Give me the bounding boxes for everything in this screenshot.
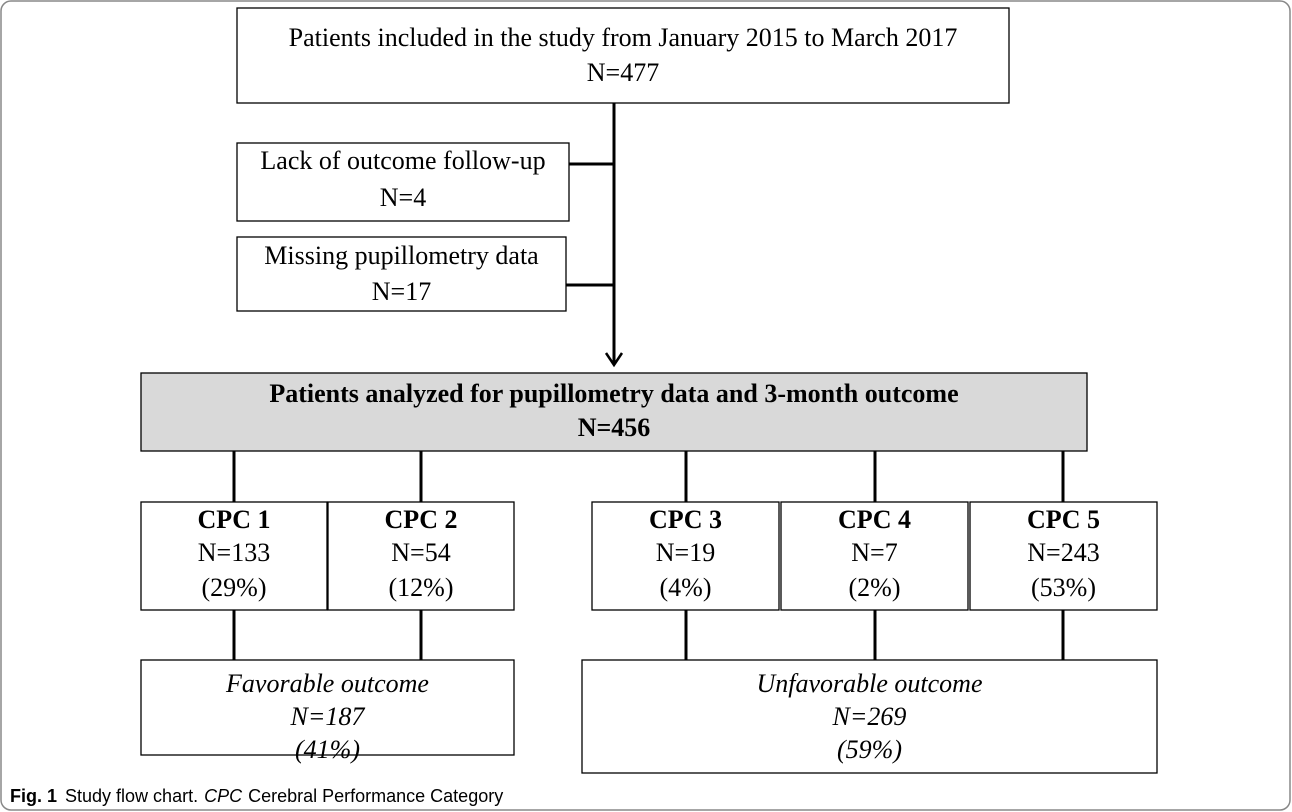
node-text: N=187 — [290, 702, 366, 731]
node-box — [140, 659, 515, 756]
caption-text: Study flow chart. — [65, 786, 198, 806]
node-text: (4%) — [660, 573, 712, 602]
caption: Fig. 1 Study flow chart. CPC Cerebral Perfo… — [10, 786, 503, 806]
node: Missing pupillometry data N=17 — [236, 236, 567, 312]
node: CPC 4 N=7 (2%) — [780, 501, 969, 611]
node-text: N=269 — [832, 702, 907, 731]
node-box — [969, 501, 1158, 611]
node-text: N=19 — [656, 538, 715, 567]
node-box — [140, 501, 328, 611]
node: Patients analyzed for pupillometry data … — [140, 372, 1088, 452]
node-text: N=477 — [587, 58, 659, 87]
node-text: N=54 — [391, 538, 450, 567]
node-text: Patients analyzed for pupillometry data … — [269, 379, 958, 408]
node-text: N=7 — [851, 538, 897, 567]
node: Lack of outcome follow-up N=4 — [236, 142, 570, 222]
node-box — [236, 236, 567, 312]
node-text: (41%) — [295, 735, 360, 764]
connectors — [232, 103, 1065, 660]
node-text: CPC 2 — [385, 505, 458, 534]
node: Unfavorable outcome N=269 (59%) — [581, 659, 1158, 774]
node: CPC 1 N=133 (29%) — [140, 501, 328, 611]
node-text: N=456 — [578, 413, 651, 442]
node-text: (53%) — [1031, 573, 1096, 602]
node-text: CPC 5 — [1027, 505, 1100, 534]
node-text: (12%) — [389, 573, 454, 602]
node-text: (59%) — [837, 735, 902, 764]
node-text: Favorable outcome — [225, 669, 429, 698]
node-text: N=4 — [380, 183, 426, 212]
node-text: N=243 — [1027, 538, 1099, 567]
node-text: (29%) — [202, 573, 267, 602]
node-box — [591, 501, 780, 611]
caption-definition: Cerebral Performance Category — [248, 786, 503, 806]
node: CPC 5 N=243 (53%) — [969, 501, 1158, 611]
node-box — [140, 372, 1088, 452]
caption-abbr: CPC — [204, 786, 243, 806]
node-box — [327, 501, 515, 611]
node-text: (2%) — [849, 573, 901, 602]
node-text: N=17 — [372, 277, 431, 306]
node-text: CPC 1 — [198, 505, 271, 534]
node: CPC 3 N=19 (4%) — [591, 501, 780, 611]
node-text: Unfavorable outcome — [756, 669, 982, 698]
node-text: Patients included in the study from Janu… — [289, 23, 958, 52]
node-text: Missing pupillometry data — [264, 241, 539, 270]
node-text: CPC 3 — [649, 505, 722, 534]
node-text: N=133 — [198, 538, 270, 567]
node-box — [236, 7, 1010, 104]
node-box — [236, 142, 570, 222]
node-text: Lack of outcome follow-up — [260, 146, 545, 175]
node-text: CPC 4 — [838, 505, 911, 534]
node: Favorable outcome N=187 (41%) — [140, 659, 515, 764]
node-box — [581, 659, 1158, 774]
node-box — [780, 501, 969, 611]
node: CPC 2 N=54 (12%) — [327, 501, 515, 611]
caption-label: Fig. 1 — [10, 786, 57, 806]
node: Patients included in the study from Janu… — [236, 7, 1010, 104]
